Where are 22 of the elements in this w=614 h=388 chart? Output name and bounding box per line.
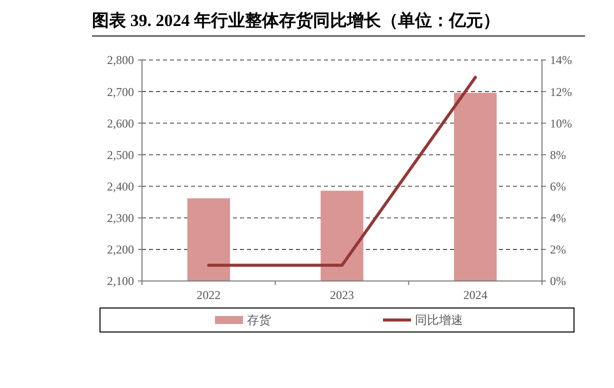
- y2-tick-label: 8%: [550, 148, 566, 162]
- y-tick-label: 2,100: [107, 274, 134, 288]
- y-tick-label: 2,400: [107, 179, 134, 194]
- legend-label: 存货: [247, 313, 271, 328]
- y2-tick-label: 2%: [550, 242, 566, 257]
- y-tick-label: 2,800: [107, 53, 134, 68]
- y-tick-label: 2,200: [107, 242, 134, 257]
- y2-tick-label: 10%: [550, 116, 572, 130]
- legend-label: 同比增速: [415, 313, 463, 328]
- y-tick-label: 2,700: [107, 84, 134, 99]
- y2-tick-label: 14%: [550, 53, 572, 68]
- y-tick-label: 2,300: [107, 211, 134, 226]
- y2-tick-label: 12%: [550, 84, 572, 99]
- x-tick-label: 2022: [196, 288, 221, 302]
- y-tick-label: 2,500: [107, 148, 134, 162]
- y2-tick-label: 0%: [550, 274, 566, 288]
- x-tick-label: 2023: [330, 288, 354, 302]
- x-tick-label: 2024: [463, 288, 488, 302]
- y-tick-label: 2,600: [107, 116, 134, 130]
- chart-title: 图表 39. 2024 年行业整体存货同比增长（单位：亿元）: [92, 11, 500, 30]
- y2-tick-label: 6%: [550, 179, 566, 194]
- y2-tick-label: 4%: [550, 211, 566, 226]
